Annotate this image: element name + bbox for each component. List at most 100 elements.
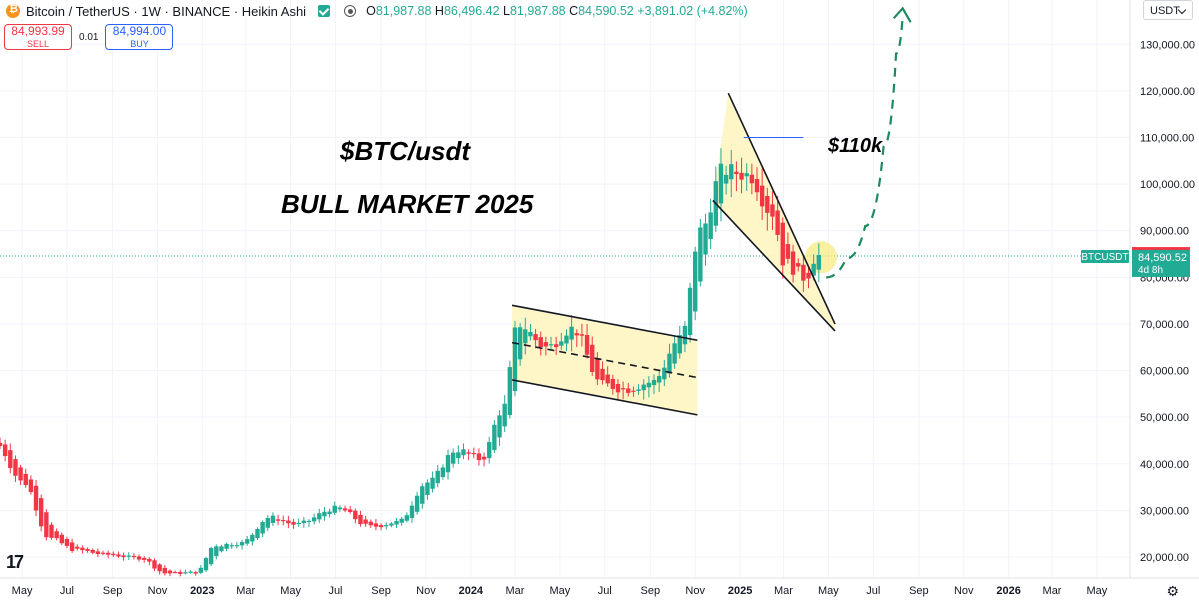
trade-panel: 84,993.99 SELL 0.01 84,994.00 BUY — [4, 24, 174, 50]
candle-body — [95, 551, 101, 555]
time-tick-label: Jul — [60, 585, 74, 597]
time-tick-label: Sep — [641, 585, 661, 597]
candle-body — [564, 335, 569, 344]
candle-body — [430, 477, 435, 489]
price-tick-label: 60,000.00 — [1140, 366, 1189, 378]
candle-body — [368, 521, 373, 526]
time-tick-label: Sep — [103, 585, 123, 597]
candle-body — [574, 333, 579, 336]
candle-body — [188, 571, 193, 573]
candle-body — [358, 514, 363, 525]
candle-body — [435, 470, 440, 484]
candle-body — [157, 564, 162, 572]
candle-body — [214, 546, 219, 557]
candle-body — [703, 223, 708, 255]
price-axis[interactable]: 20,000.00 30,000.00 40,000.00 50,000.00 60,0… — [1081, 0, 1199, 578]
candle-body — [533, 334, 538, 341]
candle-body — [553, 344, 559, 348]
chart-header: Bitcoin / TetherUS · 1W · BINANCE · Heik… — [0, 0, 748, 22]
candle-body — [765, 196, 770, 213]
candle-body — [667, 353, 672, 374]
candle-body — [75, 546, 80, 549]
candle-body — [620, 388, 626, 390]
candle-body — [373, 523, 379, 527]
wedge-drawings[interactable] — [511, 6, 912, 416]
symbol-tag-label: BTCUSDT — [1081, 252, 1128, 263]
time-tick-label: Mar — [236, 585, 255, 597]
candle-body — [409, 505, 415, 518]
candle-body — [131, 555, 137, 558]
market-status-icon[interactable] — [344, 5, 357, 17]
candle-body — [270, 515, 276, 523]
candle-body — [167, 570, 173, 574]
candle-body — [801, 264, 806, 281]
annotation-target: $110k — [827, 135, 883, 157]
channel-upper-line — [511, 304, 698, 342]
tradingview-logo: 17 — [6, 552, 24, 572]
candle-body — [698, 227, 703, 282]
candle-body — [90, 549, 95, 553]
candle-body — [85, 548, 90, 551]
time-axis[interactable]: May Jul Sep Nov 2023 Mar May Jul Sep Nov 2024 Mar Ma… — [0, 577, 1199, 606]
bitcoin-logo — [6, 3, 20, 18]
candle-body — [404, 515, 410, 521]
candle-body — [224, 543, 229, 549]
candle-body — [296, 522, 301, 525]
time-tick-label: 2024 — [459, 585, 484, 597]
candle-body — [811, 263, 816, 276]
annotation-subtitle: BULL MARKET 2025 — [281, 189, 534, 219]
check-icon[interactable] — [318, 5, 331, 17]
candle-body — [682, 325, 688, 345]
candle-body — [461, 449, 466, 456]
symbol-title[interactable]: Bitcoin / TetherUS · 1W · BINANCE · Heik… — [26, 3, 307, 19]
candle-body — [311, 517, 317, 522]
candle-body — [219, 546, 224, 552]
currency-select[interactable]: USDT — [1143, 0, 1193, 20]
candle-body — [384, 525, 389, 527]
candle-body — [260, 522, 265, 534]
chart-annotations[interactable]: $BTC/usdt BULL MARKET 2025 $110k — [281, 135, 883, 219]
candle-body — [502, 403, 507, 427]
candle-body — [193, 572, 198, 574]
candle-body — [322, 511, 327, 517]
candle-body — [414, 495, 420, 512]
candle-body — [8, 450, 13, 468]
time-tick-label: 2023 — [190, 585, 214, 597]
candle-body — [250, 534, 255, 542]
candle-body — [662, 367, 667, 380]
time-tick-label: May — [280, 585, 301, 597]
projection-arrowhead — [892, 6, 912, 23]
candle-body — [785, 244, 791, 259]
candle-body — [677, 335, 682, 354]
candle-body — [734, 171, 739, 175]
last-price-badge — [1132, 249, 1190, 277]
candle-body — [739, 172, 744, 180]
candle-body — [466, 452, 471, 454]
candle-body — [100, 552, 106, 554]
candle-body — [595, 358, 600, 380]
gear-icon[interactable]: ⚙ — [1166, 583, 1179, 599]
candle-body — [487, 442, 492, 459]
buy-button[interactable]: 84,994.00 BUY — [105, 24, 174, 50]
chart-grid — [0, 0, 1130, 578]
price-tick-label: 110,000.00 — [1140, 133, 1194, 145]
candle-body — [162, 567, 167, 574]
candle-body — [507, 367, 513, 416]
time-tick-label: Sep — [371, 585, 391, 597]
candle-body — [337, 507, 343, 510]
candle-body — [378, 525, 384, 528]
candle-body — [749, 174, 755, 184]
candle-body — [770, 204, 775, 217]
candle-body — [693, 251, 698, 312]
candle-body — [183, 572, 188, 574]
symbol-tag — [1081, 249, 1129, 263]
candle-body — [420, 486, 425, 504]
candle-body — [152, 560, 157, 569]
candle-body — [708, 212, 713, 239]
candle-body — [198, 567, 204, 573]
candle-body — [636, 389, 641, 391]
candle-body — [126, 555, 131, 557]
sell-button[interactable]: 84,993.99 SELL — [4, 24, 72, 50]
candle-body — [687, 287, 693, 336]
